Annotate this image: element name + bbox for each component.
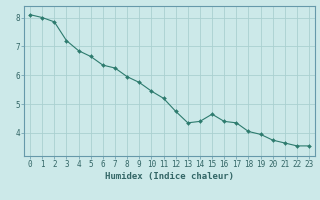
X-axis label: Humidex (Indice chaleur): Humidex (Indice chaleur)	[105, 172, 234, 181]
